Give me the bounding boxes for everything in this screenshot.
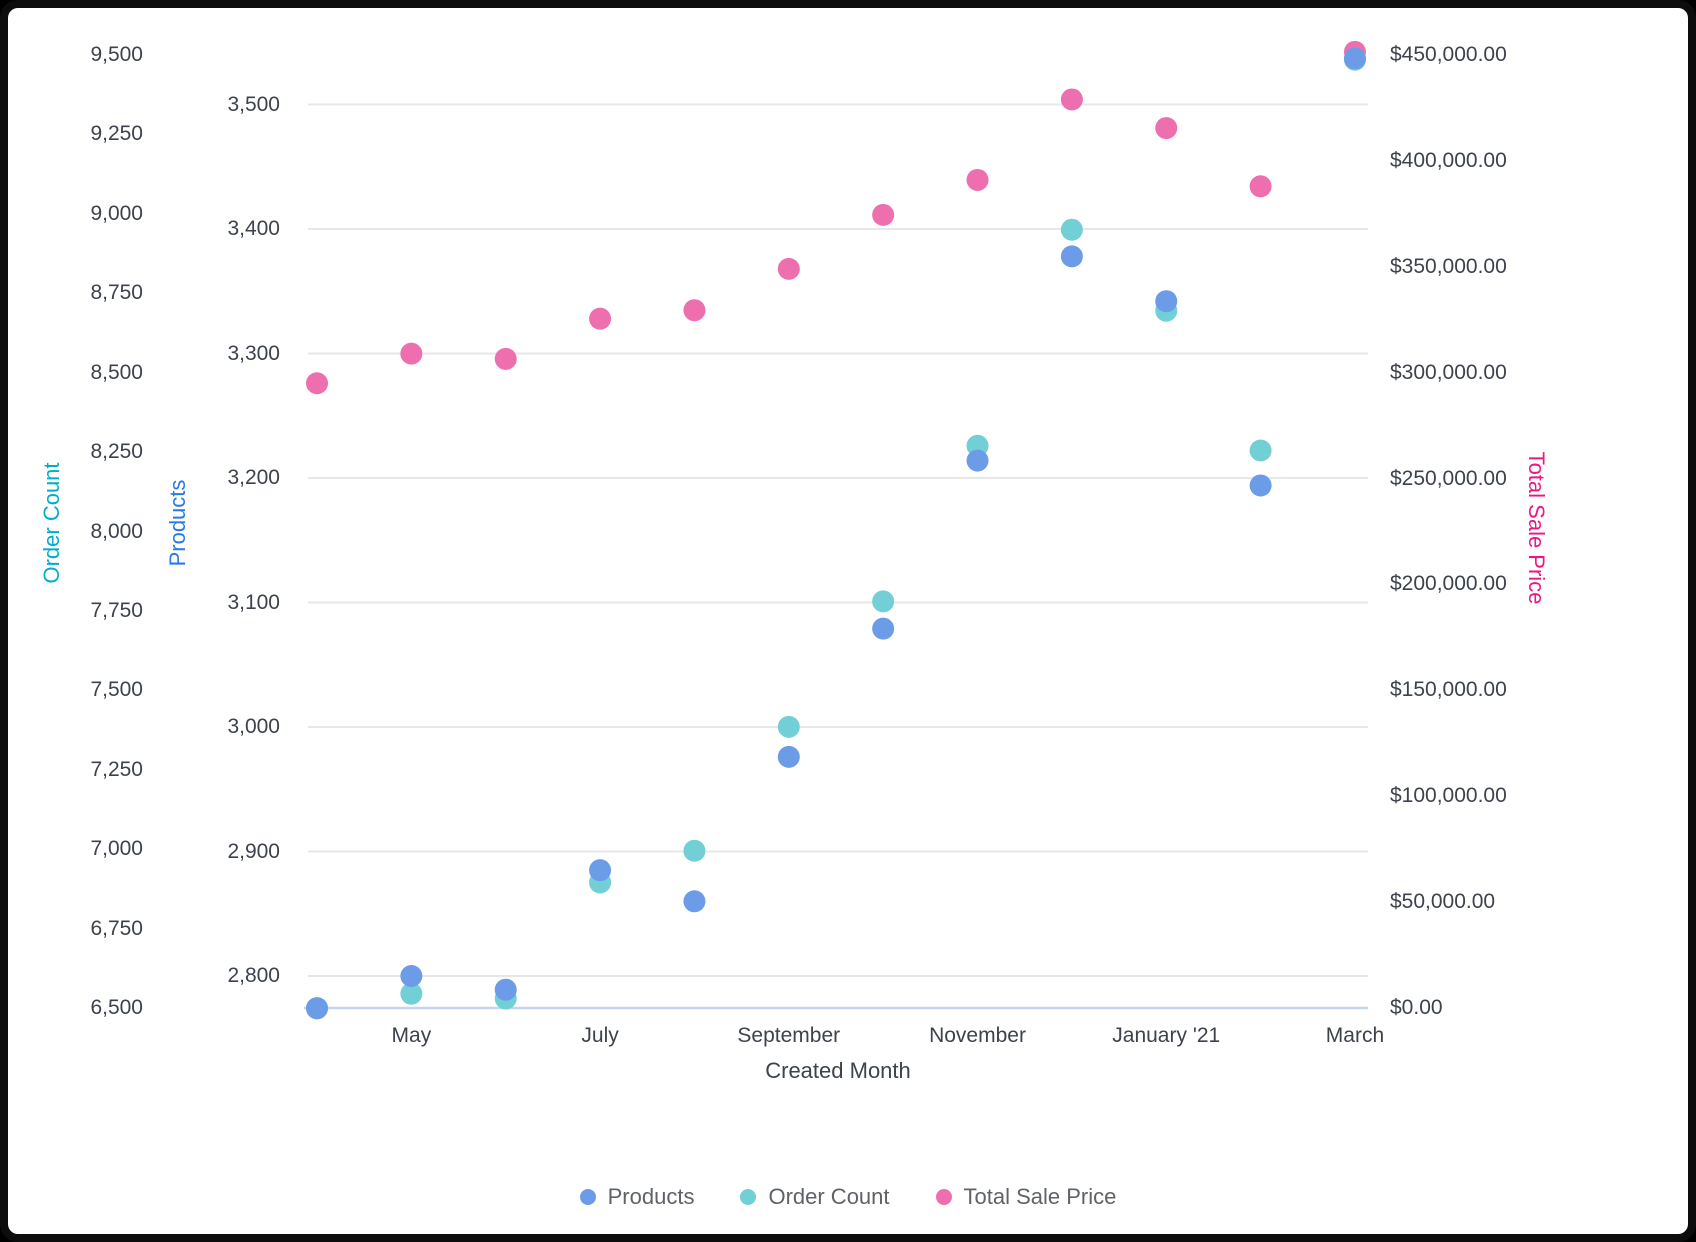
total-sale-price-tick: $250,000.00	[1390, 466, 1507, 490]
data-point-order-count[interactable]	[683, 839, 706, 862]
products-tick: 3,300	[227, 341, 280, 365]
data-point-products[interactable]	[400, 965, 423, 987]
total-sale-price-tick: $0.00	[1390, 996, 1443, 1019]
legend: Products Order Count Total Sale Price	[8, 1184, 1688, 1210]
order-count-axis-title: Order Count	[39, 462, 64, 584]
products-tick: 3,400	[227, 217, 280, 240]
data-point-order-count[interactable]	[1060, 218, 1083, 241]
data-point-products[interactable]	[1060, 245, 1083, 268]
data-point-products[interactable]	[683, 890, 706, 913]
month-tick: September	[737, 1024, 841, 1047]
legend-item-total-sale-price[interactable]: Total Sale Price	[935, 1184, 1117, 1210]
data-point-total-sale-price[interactable]	[306, 372, 328, 395]
total-sale-price-tick: $200,000.00	[1390, 572, 1507, 596]
order-count-tick: 7,500	[90, 678, 143, 702]
legend-item-products[interactable]: Products	[579, 1184, 695, 1210]
data-point-products[interactable]	[1249, 474, 1272, 497]
legend-label: Total Sale Price	[963, 1184, 1117, 1209]
plot-canvas	[304, 40, 1368, 1020]
order-count-tick: 8,250	[90, 440, 143, 464]
products-tick: 3,100	[227, 590, 280, 614]
products-axis-title: Products	[165, 479, 190, 567]
data-point-total-sale-price[interactable]	[683, 299, 706, 322]
total-sale-price-tick: $50,000.00	[1390, 890, 1496, 914]
total-sale-price-legend-dot	[935, 1189, 952, 1205]
total-sale-price-tick: $350,000.00	[1390, 254, 1507, 278]
data-point-total-sale-price[interactable]	[589, 307, 612, 330]
order-count-tick: 6,500	[90, 996, 143, 1019]
data-point-total-sale-price[interactable]	[966, 168, 989, 191]
month-tick: November	[929, 1024, 1026, 1047]
data-point-products[interactable]	[494, 978, 517, 1001]
data-point-products[interactable]	[872, 617, 895, 640]
total-sale-price-tick: $400,000.00	[1390, 148, 1507, 172]
data-point-products[interactable]	[589, 859, 612, 882]
data-point-order-count[interactable]	[872, 590, 895, 613]
month-tick: July	[581, 1024, 619, 1047]
order-count-tick: 9,250	[90, 122, 143, 146]
legend-label: Order Count	[768, 1184, 890, 1209]
data-point-products[interactable]	[306, 997, 328, 1020]
month-tick: May	[391, 1024, 432, 1047]
scatter-chart: 9,500 9,250 9,000 8,750 8,500 8,250 8,000 7,750…	[8, 8, 1688, 1234]
data-point-products[interactable]	[1155, 290, 1178, 313]
order-count-legend-dot	[740, 1189, 757, 1205]
data-point-total-sale-price[interactable]	[494, 347, 517, 370]
data-point-total-sale-price[interactable]	[777, 257, 800, 280]
total-sale-price-tick: $450,000.00	[1390, 43, 1507, 66]
data-point-order-count[interactable]	[777, 715, 800, 738]
data-point-order-count[interactable]	[1249, 439, 1272, 462]
data-point-total-sale-price[interactable]	[1060, 88, 1083, 111]
total-sale-price-tick: $300,000.00	[1390, 360, 1507, 384]
order-count-tick: 8,000	[90, 519, 143, 543]
order-count-tick: 8,750	[90, 281, 143, 305]
x-axis-title: Created Month	[765, 1058, 911, 1083]
products-tick: 2,900	[227, 839, 280, 863]
order-count-tick: 9,500	[90, 43, 143, 66]
data-point-total-sale-price[interactable]	[1155, 117, 1178, 140]
products-legend-dot	[579, 1189, 596, 1205]
order-count-tick: 7,250	[90, 757, 143, 781]
data-point-products[interactable]	[777, 745, 800, 768]
data-point-products[interactable]	[1343, 47, 1366, 70]
products-tick: 3,500	[227, 92, 280, 116]
data-point-order-count[interactable]	[400, 982, 423, 1005]
data-point-total-sale-price[interactable]	[1249, 175, 1272, 198]
order-count-tick: 6,750	[90, 916, 143, 940]
order-count-tick: 7,750	[90, 598, 143, 622]
data-point-products[interactable]	[966, 449, 989, 472]
legend-item-order-count[interactable]: Order Count	[740, 1184, 890, 1210]
products-tick: 3,200	[227, 466, 280, 489]
data-point-total-sale-price[interactable]	[400, 342, 423, 365]
data-point-total-sale-price[interactable]	[872, 203, 895, 226]
total-sale-price-tick: $100,000.00	[1390, 784, 1507, 808]
total-sale-price-axis-title: Total Sale Price	[1524, 451, 1549, 605]
order-count-tick: 7,000	[90, 837, 143, 861]
month-tick: January '21	[1112, 1024, 1221, 1047]
order-count-tick: 9,000	[90, 201, 143, 225]
total-sale-price-tick: $150,000.00	[1390, 678, 1507, 702]
order-count-tick: 8,500	[90, 360, 143, 384]
products-tick: 3,000	[227, 715, 280, 738]
products-tick: 2,800	[227, 964, 280, 987]
legend-label: Products	[607, 1184, 695, 1209]
month-tick: March	[1325, 1024, 1385, 1047]
